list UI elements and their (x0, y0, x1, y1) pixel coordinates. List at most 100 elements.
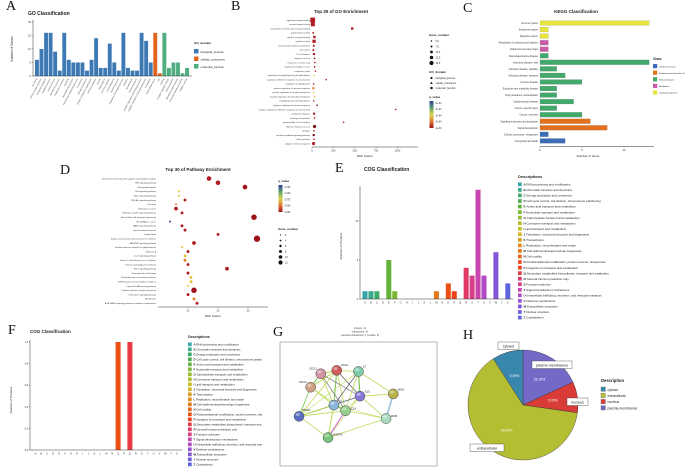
legend-label: 2 (285, 234, 287, 237)
bar (53, 51, 58, 76)
pie-slice (492, 349, 524, 406)
term-label: Lipid and atherosclerosis (133, 229, 156, 232)
term-label: cell chemotaxis (296, 138, 310, 141)
x-letter-label: J (88, 452, 90, 456)
legend-swatch (518, 276, 522, 281)
bar (85, 70, 89, 76)
panel-d-label: D (60, 163, 71, 178)
data-point (313, 57, 316, 60)
data-point-square (310, 17, 316, 23)
network-edge (345, 371, 359, 411)
legend-swatch (188, 352, 192, 357)
legend-label: 6 (285, 245, 287, 248)
data-point (312, 133, 315, 137)
bar (539, 92, 557, 98)
data-point (325, 78, 327, 81)
bar (98, 67, 103, 76)
legend-swatch (188, 407, 192, 412)
data-point (186, 271, 190, 275)
x-letter-label: E (388, 301, 390, 305)
legend-swatch (188, 387, 192, 392)
legend-swatch (188, 427, 192, 432)
x-tick-label: 500 (353, 150, 358, 153)
legend-size-dot (279, 239, 282, 242)
data-point (191, 287, 197, 294)
legend-size-dot (279, 244, 282, 248)
term-label: Ras signaling pathway (135, 190, 157, 193)
row-label: Signal transduction (518, 127, 539, 130)
legend-label: Y Nuclear structure (524, 310, 550, 314)
legend-swatch (188, 362, 192, 367)
x-letter-label: F (64, 452, 66, 456)
legend-label: K Transcription (524, 238, 545, 242)
pie-percent-label: 9.09% (548, 399, 558, 403)
data-point (183, 198, 187, 202)
term-label: Legionellosis (144, 234, 156, 236)
row-label: Infectious disease: bacterial (508, 74, 538, 77)
panel-h-label: H (463, 328, 474, 343)
legend-label: biological_process (201, 50, 225, 54)
legend-swatch (518, 287, 522, 292)
legend-title: Descriptions (518, 174, 543, 179)
legend-swatch (518, 282, 522, 287)
legend-title: q_value (278, 179, 290, 183)
bar (539, 112, 583, 118)
x-axis-label: Rich Factor (205, 314, 221, 318)
term-label: Fluid shear stress and atherosclerosis (121, 276, 156, 279)
y-tick-label: 20 (28, 20, 31, 24)
y-tick-label: 0.8 (25, 363, 29, 366)
x-letter-label: O (117, 452, 119, 456)
bar (135, 70, 139, 76)
bar (539, 40, 549, 46)
legend-label: F Nucleotide transport and metabolism (524, 210, 576, 214)
chart-title: KEGG Classification (554, 9, 598, 14)
data-point (174, 206, 178, 211)
term-label: Pertussis (147, 203, 156, 206)
legend-swatch (518, 293, 522, 298)
x-category-label: biological regulation (36, 77, 48, 95)
y-tick-label: 0.0 (25, 449, 29, 452)
bar (451, 291, 457, 299)
term-label: external side of plasma membrane (278, 44, 311, 47)
node-label: IL7 (363, 366, 367, 369)
colorbar-label: 3e-04 (436, 115, 443, 117)
data-point (180, 224, 184, 228)
bar (362, 291, 368, 299)
legend-label: Z Cytoskeleton (194, 463, 214, 467)
bar (539, 118, 591, 124)
data-point (180, 211, 184, 215)
data-point (342, 121, 345, 124)
legend-label: A RNA processing and modification (194, 343, 240, 347)
legend-swatch (600, 399, 606, 404)
term-label: defense response to virus (286, 125, 310, 128)
data-point (189, 275, 193, 279)
row-label: Drug resistance: antineoplastic (505, 94, 538, 97)
term-label: PI3K-Akt signaling pathway (131, 199, 157, 202)
term-label: natural killer cell lectin-like receptor… (270, 27, 310, 30)
term-label: adaptive immune response (285, 142, 311, 145)
x-category-label: cell killing (32, 78, 38, 88)
legend-swatch (188, 412, 192, 417)
legend-label: 15.0 (436, 62, 441, 65)
legend-label: W Extracellular structures (194, 453, 227, 457)
data-point (394, 108, 397, 111)
legend-label: S Function unknown (194, 433, 221, 437)
legend-swatch (188, 357, 192, 362)
legend-label: I Lipid transport and metabolism (524, 227, 567, 231)
y-tick-label: 0.2 (25, 427, 29, 430)
panel-h-pie: 18.18% 9.09% 63.64% 9.09% plasma membrance nu… (455, 322, 685, 472)
legend-swatch (518, 215, 522, 220)
legend-label: B Chromatin structure and dynamics (194, 348, 241, 352)
network-node (380, 413, 392, 424)
legend-label: E Amino acid transport and metabolism (194, 363, 245, 367)
network-edge (333, 371, 359, 406)
network-node (315, 368, 327, 380)
term-label: AGE-RAGE signaling pathway in diabetic c… (105, 302, 156, 305)
legend-label: 12.5 (436, 57, 441, 60)
bar (481, 275, 487, 299)
x-tick-label: 10 (623, 148, 626, 152)
data-point (313, 129, 315, 132)
pie-percent-label: 9.09% (510, 374, 520, 378)
network-edge (298, 404, 335, 417)
x-letter-label: N (441, 301, 443, 305)
